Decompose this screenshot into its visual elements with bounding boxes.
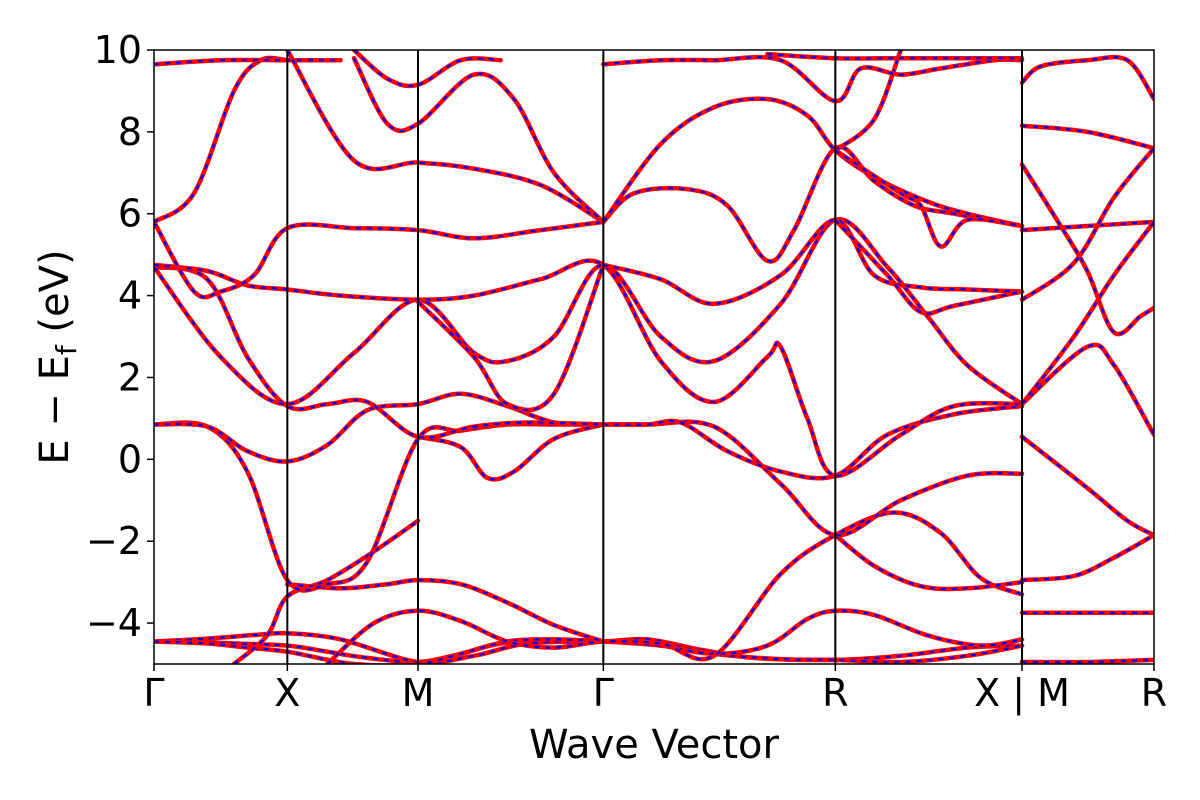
band-line-dashed-22 bbox=[602, 145, 1023, 263]
high-symmetry-lines bbox=[286, 50, 1023, 664]
y-axis-label-tail: (eV) bbox=[32, 249, 78, 345]
y-axis-label-sub: f bbox=[50, 344, 83, 355]
band-line-dashed-17 bbox=[154, 56, 288, 223]
y-axis-label: E − Ef (eV) bbox=[32, 249, 83, 464]
band-line-20 bbox=[351, 55, 606, 225]
y-tick-label: 4 bbox=[118, 274, 142, 318]
band-line-dashed-13 bbox=[154, 218, 1023, 406]
band-line-dashed-33 bbox=[1021, 147, 1154, 301]
band-line-dashed-28 bbox=[834, 219, 1023, 315]
band-line-30 bbox=[1019, 123, 1154, 151]
x-tick-label: R bbox=[1141, 671, 1167, 715]
band-line-27 bbox=[833, 148, 1025, 249]
band-line-34 bbox=[1019, 342, 1154, 438]
band-line-dashed-6 bbox=[834, 534, 1023, 591]
band-line-dashed-39 bbox=[1021, 221, 1154, 405]
x-axis-ticks: Γ X M Γ R X | M R bbox=[143, 664, 1167, 716]
band-line-21 bbox=[351, 50, 503, 89]
band-line-dashed-34 bbox=[1021, 343, 1154, 436]
plot-frame bbox=[153, 49, 1155, 665]
band-line-19 bbox=[285, 50, 606, 225]
band-line-dashed-24 bbox=[834, 50, 902, 152]
y-tick-label: 2 bbox=[118, 355, 142, 399]
band-line-18 bbox=[154, 57, 343, 67]
x-axis-label: Wave Vector bbox=[529, 722, 780, 768]
band-line-dashed-27 bbox=[834, 149, 1023, 248]
band-line-35 bbox=[1019, 434, 1154, 538]
x-tick-label: X | M bbox=[974, 671, 1070, 716]
y-axis-label-main: E − E bbox=[32, 355, 78, 465]
band-line-25 bbox=[601, 54, 1025, 104]
band-line-dashed-7 bbox=[154, 420, 1023, 592]
y-tick-label: 8 bbox=[118, 110, 142, 154]
band-line-15 bbox=[601, 217, 1025, 307]
band-line-dashed-4 bbox=[326, 511, 1023, 664]
band-line-dashed-16 bbox=[154, 220, 604, 299]
band-line-6 bbox=[833, 532, 1025, 592]
band-line-24 bbox=[833, 50, 903, 153]
band-line-5 bbox=[285, 577, 606, 644]
band-lines bbox=[154, 50, 1154, 664]
y-tick-label: −4 bbox=[86, 601, 142, 645]
band-line-dashed-19 bbox=[286, 50, 604, 223]
band-line-dashed-5 bbox=[287, 578, 604, 643]
band-line-dashed-23 bbox=[602, 97, 1023, 228]
y-axis-ticks: −4 −2 0 2 4 6 8 10 bbox=[86, 28, 154, 645]
x-tick-label: X bbox=[274, 671, 300, 715]
band-line-dashed-32 bbox=[1021, 220, 1154, 232]
band-line-dashed-25 bbox=[603, 56, 1023, 103]
band-line-dashed-3 bbox=[233, 519, 419, 664]
band-line-7 bbox=[154, 419, 1025, 593]
y-tick-label: −2 bbox=[86, 519, 142, 563]
band-line-dashed-14 bbox=[417, 264, 605, 412]
band-line-dashed-11 bbox=[154, 265, 604, 439]
y-tick-label: 10 bbox=[94, 28, 142, 72]
band-line-dashed-10 bbox=[603, 405, 1023, 480]
x-tick-label: Γ bbox=[593, 671, 614, 715]
band-line-17 bbox=[154, 55, 290, 225]
y-tick-label: 0 bbox=[118, 437, 142, 481]
band-line-dashed-15 bbox=[603, 218, 1023, 305]
band-line-9 bbox=[415, 422, 606, 482]
band-line-36 bbox=[1019, 532, 1154, 583]
band-line-4 bbox=[325, 510, 1025, 664]
x-tick-label: R bbox=[822, 671, 848, 715]
band-line-dashed-26 bbox=[767, 53, 1022, 60]
band-line-dashed-38 bbox=[1021, 658, 1154, 664]
band-line-dashed-36 bbox=[1021, 534, 1154, 582]
band-line-29 bbox=[1019, 54, 1154, 102]
x-tick-label: Γ bbox=[143, 671, 164, 715]
y-tick-label: 6 bbox=[118, 192, 142, 236]
band-line-12 bbox=[154, 258, 1025, 478]
band-line-dashed-30 bbox=[1021, 124, 1154, 150]
band-line-10 bbox=[601, 403, 1025, 481]
band-line-26 bbox=[765, 51, 1025, 61]
band-line-16 bbox=[154, 219, 606, 300]
x-tick-label: M bbox=[402, 671, 435, 715]
band-line-23 bbox=[601, 96, 1025, 229]
